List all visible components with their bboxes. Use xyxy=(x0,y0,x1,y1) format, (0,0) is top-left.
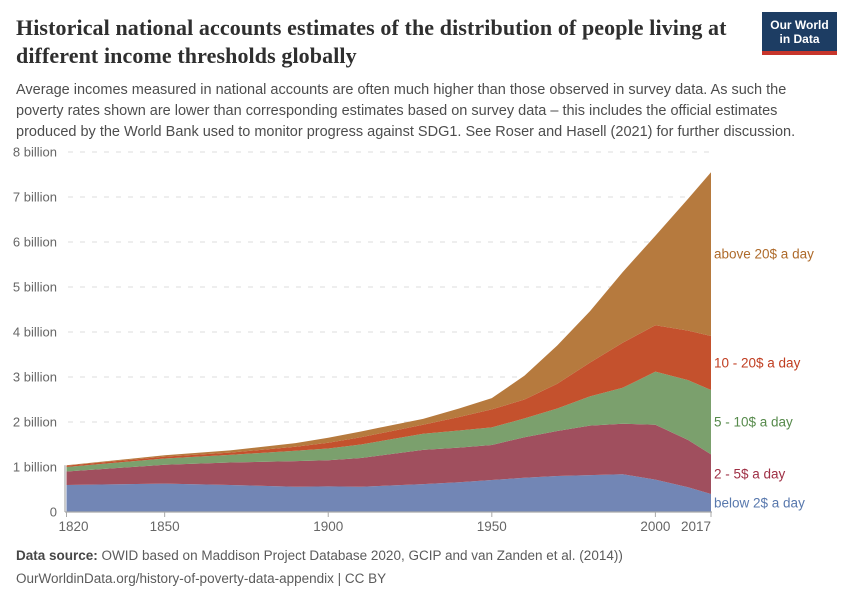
x-tick-label-2000: 2000 xyxy=(640,519,670,534)
y-tick-label-1: 1 billion xyxy=(13,460,57,475)
x-tick-label-1850: 1850 xyxy=(150,519,180,534)
x-tick-label-1900: 1900 xyxy=(313,519,343,534)
y-tick-label-2: 2 billion xyxy=(13,415,57,430)
y-tick-label-4: 4 billion xyxy=(13,325,57,340)
area-series-1[interactable] xyxy=(66,423,712,494)
series-label-3: 10 - 20$ a day xyxy=(714,355,801,371)
y-tick-label-7: 7 billion xyxy=(13,190,57,205)
x-tick-label-1820: 1820 xyxy=(59,519,89,534)
y-tick-label-3: 3 billion xyxy=(13,370,57,385)
y-tick-label-6: 6 billion xyxy=(13,235,57,250)
series-label-4: above 20$ a day xyxy=(714,246,814,262)
x-tick-label-2017: 2017 xyxy=(681,519,711,534)
data-source-label: Data source: xyxy=(16,548,98,563)
owid-logo-line2: in Data xyxy=(779,32,820,46)
y-tick-label-8: 8 billion xyxy=(13,145,57,160)
y-tick-label-5: 5 billion xyxy=(13,280,57,295)
page-title: Historical national accounts estimates o… xyxy=(16,15,727,68)
series-label-1: 2 - 5$ a day xyxy=(714,466,786,482)
area-series-3[interactable] xyxy=(66,325,712,467)
owid-logo-line1: Our World xyxy=(770,18,829,32)
chart-subtitle: Average incomes measured in national acc… xyxy=(16,82,796,140)
chart-footer: Data source: OWID based on Maddison Proj… xyxy=(16,544,836,590)
area-series-0[interactable] xyxy=(66,474,712,512)
license-line: OurWorldinData.org/history-of-poverty-da… xyxy=(16,571,387,586)
area-series-2[interactable] xyxy=(66,371,712,472)
y-tick-label-0: 0 xyxy=(50,505,57,520)
data-source-text: OWID based on Maddison Project Database … xyxy=(97,548,623,563)
data-source-line: Data source: OWID based on Maddison Proj… xyxy=(16,544,836,567)
x-tick-label-1950: 1950 xyxy=(477,519,507,534)
series-label-2: 5 - 10$ a day xyxy=(714,414,793,430)
series-label-0: below 2$ a day xyxy=(714,495,805,511)
owid-logo: Our World in Data xyxy=(762,12,837,55)
